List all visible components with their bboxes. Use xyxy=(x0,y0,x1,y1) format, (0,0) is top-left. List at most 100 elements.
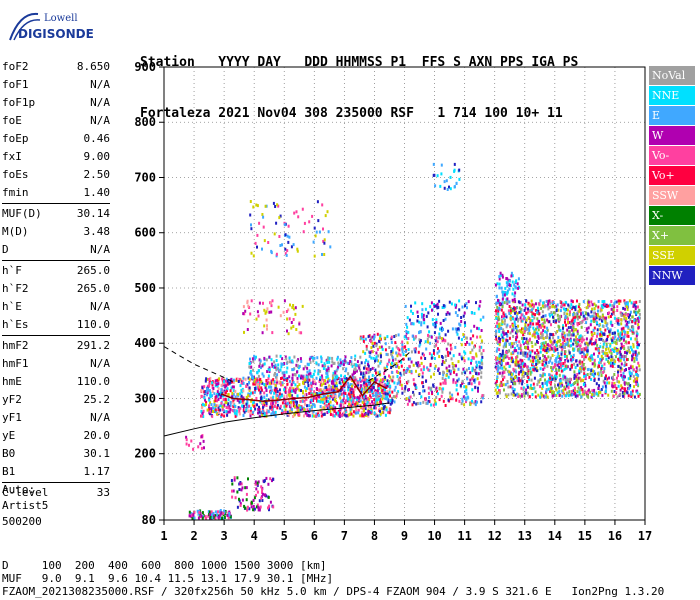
echo-point xyxy=(636,343,639,347)
echo-point xyxy=(222,392,225,396)
echo-point xyxy=(552,340,555,344)
echo-point xyxy=(334,406,337,410)
echo-point xyxy=(507,385,510,389)
echo-point xyxy=(544,336,547,339)
echo-point xyxy=(321,253,323,256)
echo-point xyxy=(204,515,207,519)
echo-point xyxy=(246,508,249,512)
echo-point xyxy=(575,359,578,363)
echo-point xyxy=(389,402,392,406)
echo-point xyxy=(505,315,508,319)
echo-point xyxy=(346,414,349,418)
echo-point xyxy=(341,400,344,404)
echo-point xyxy=(258,414,261,418)
echo-point xyxy=(379,352,382,356)
echo-point xyxy=(295,328,298,331)
echo-point xyxy=(628,372,631,376)
echo-point xyxy=(270,381,272,385)
echo-point xyxy=(207,514,210,518)
echo-point xyxy=(460,320,463,323)
echo-point xyxy=(357,408,360,412)
echo-point xyxy=(472,378,475,382)
echo-point xyxy=(617,337,619,341)
echo-point xyxy=(361,379,364,383)
echo-point xyxy=(442,328,444,331)
echo-point xyxy=(620,384,623,388)
echo-point xyxy=(500,308,503,312)
echo-point xyxy=(323,399,326,403)
echo-point xyxy=(479,300,482,304)
echo-point xyxy=(501,273,504,277)
echo-point xyxy=(506,291,509,295)
echo-point xyxy=(611,338,614,342)
echo-point xyxy=(269,477,272,481)
echo-point xyxy=(543,366,546,370)
echo-point xyxy=(501,290,504,294)
echo-point xyxy=(386,379,389,383)
echo-point xyxy=(616,380,619,383)
echo-point xyxy=(378,407,381,411)
polarization-legend: NoVal NNE E W Vo- Vo+ SSW X- X+ SSE NNW xyxy=(649,66,695,286)
echo-point xyxy=(364,337,367,341)
echo-point xyxy=(634,307,637,311)
echo-point xyxy=(388,374,390,378)
echo-point xyxy=(612,331,615,335)
echo-point xyxy=(449,395,452,399)
echo-point xyxy=(261,407,264,411)
echo-point xyxy=(586,343,589,347)
echo-point xyxy=(254,241,257,245)
echo-point xyxy=(550,380,553,384)
echo-point xyxy=(475,354,478,358)
echo-point xyxy=(565,384,568,388)
echo-point xyxy=(226,514,229,517)
echo-point xyxy=(234,389,237,393)
echo-point xyxy=(505,344,507,348)
echo-point xyxy=(501,371,504,375)
echo-point xyxy=(610,389,613,393)
echo-point xyxy=(386,382,389,385)
echo-point xyxy=(414,350,417,354)
echo-point xyxy=(449,397,452,401)
echo-point xyxy=(408,370,411,374)
echo-point xyxy=(273,391,276,395)
param-value: 2.50 xyxy=(83,168,111,181)
echo-point xyxy=(573,370,576,374)
echo-point xyxy=(602,332,605,336)
echo-point xyxy=(618,380,621,384)
echo-point xyxy=(453,162,456,166)
echo-point xyxy=(365,382,368,386)
echo-point xyxy=(409,395,412,399)
echo-point xyxy=(259,362,261,366)
echo-point xyxy=(539,385,542,389)
echo-point xyxy=(542,314,545,318)
echo-point xyxy=(360,410,363,414)
echo-point xyxy=(562,326,564,330)
echo-point xyxy=(274,386,277,390)
echo-point xyxy=(392,365,395,368)
echo-point xyxy=(512,393,515,397)
echo-point xyxy=(453,168,456,172)
echo-point xyxy=(545,331,548,335)
echo-point xyxy=(456,379,459,383)
echo-point xyxy=(339,364,342,368)
echo-point xyxy=(458,168,461,172)
echo-point xyxy=(229,403,232,407)
echo-point xyxy=(526,354,529,358)
echo-point xyxy=(514,311,516,315)
echo-point xyxy=(285,253,288,257)
echo-point xyxy=(449,343,452,347)
echo-point xyxy=(304,365,307,369)
echo-point xyxy=(556,391,559,395)
echo-point xyxy=(609,328,612,332)
echo-point xyxy=(324,389,327,393)
echo-point xyxy=(272,410,275,414)
echo-point xyxy=(428,352,431,356)
echo-point xyxy=(317,372,320,376)
echo-point xyxy=(363,390,365,394)
echo-point xyxy=(242,406,245,410)
echo-point xyxy=(636,346,639,350)
echo-point xyxy=(418,373,421,376)
echo-point xyxy=(315,387,318,390)
echo-point xyxy=(629,377,632,380)
echo-point xyxy=(422,313,425,317)
